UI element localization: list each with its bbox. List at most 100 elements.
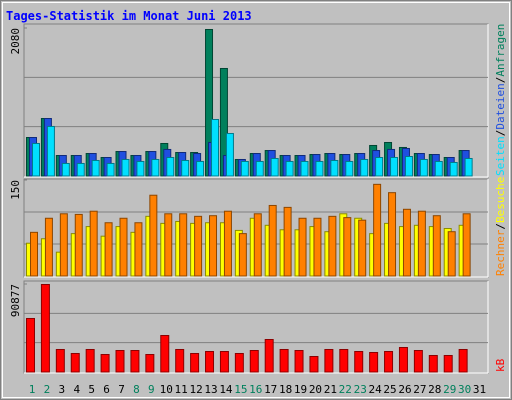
x-tick-label: 14	[219, 383, 233, 396]
bar	[270, 157, 279, 177]
x-tick-label: 27	[413, 383, 426, 396]
bar	[315, 160, 324, 177]
x-tick-label: 9	[148, 383, 155, 396]
bar	[283, 206, 292, 277]
bar	[298, 217, 307, 277]
bar	[309, 356, 319, 373]
chart-title: Tages-Statistik im Monat Juni 2013	[6, 9, 252, 23]
bar	[417, 210, 426, 277]
bar	[209, 215, 218, 277]
x-tick-label: 16	[249, 383, 262, 396]
x-tick-label: 19	[294, 383, 307, 396]
y-tick-label: 2080	[9, 28, 22, 55]
bar	[373, 183, 382, 277]
bar	[164, 213, 173, 277]
bar	[44, 217, 53, 277]
bar	[74, 213, 83, 277]
x-tick-label: 4	[73, 383, 80, 396]
bar	[375, 157, 384, 177]
x-tick-label: 18	[279, 383, 292, 396]
bar	[225, 133, 234, 177]
bar	[419, 158, 428, 177]
bar	[443, 354, 453, 373]
bar	[196, 160, 205, 177]
bar	[194, 215, 203, 277]
bar	[85, 348, 95, 373]
bar	[404, 156, 413, 177]
x-tick-label: 10	[160, 383, 173, 396]
legend-separator: /	[494, 223, 507, 230]
bar	[434, 160, 443, 177]
bar	[40, 284, 50, 373]
bar	[190, 352, 200, 373]
legend: kB	[494, 358, 507, 372]
x-tick-label: 6	[103, 383, 110, 396]
bar	[104, 222, 113, 277]
bar	[428, 354, 438, 373]
legend-entry: Dateien	[494, 83, 507, 129]
bar	[388, 192, 397, 277]
bar	[89, 210, 98, 277]
x-tick-label: 7	[118, 383, 125, 396]
bar	[398, 346, 408, 373]
bar	[151, 158, 160, 177]
bar	[223, 210, 232, 277]
bar	[70, 352, 80, 373]
bar	[61, 162, 70, 177]
bar	[345, 160, 354, 177]
bar	[343, 217, 352, 277]
bar	[447, 231, 456, 277]
x-tick-label: 20	[309, 383, 322, 396]
bar	[339, 348, 349, 373]
bar	[294, 349, 304, 373]
legend-entry: Anfragen	[494, 24, 507, 77]
x-tick-label: 13	[204, 383, 217, 396]
legend: Rechner/Besuche	[494, 177, 507, 276]
bar	[115, 349, 125, 373]
x-tick-label: 12	[189, 383, 202, 396]
bar	[240, 160, 249, 177]
bar	[324, 348, 334, 373]
legend-entry: kB	[494, 358, 507, 372]
x-tick-label: 1	[29, 383, 36, 396]
bar	[390, 157, 399, 177]
bar	[402, 208, 411, 277]
bar	[330, 159, 339, 177]
bar	[179, 213, 188, 277]
x-tick-label: 26	[398, 383, 411, 396]
bar	[360, 158, 369, 177]
x-tick-label: 5	[88, 383, 95, 396]
x-tick-label: 17	[264, 383, 277, 396]
bar	[59, 213, 68, 277]
bar	[205, 350, 215, 373]
legend-entry: Rechner	[494, 229, 507, 276]
bar	[121, 158, 130, 177]
x-tick-label: 8	[133, 383, 140, 396]
bar	[313, 217, 322, 277]
bar	[384, 350, 394, 373]
legend-entry: Seiten	[494, 136, 507, 176]
bar	[76, 162, 85, 177]
panel	[23, 23, 489, 178]
bar	[55, 348, 65, 373]
bar	[26, 317, 35, 373]
bar	[175, 348, 185, 373]
x-tick-label: 23	[354, 383, 367, 396]
bar	[145, 353, 155, 373]
legend-entry: Besuche	[494, 177, 507, 223]
bar	[30, 231, 38, 277]
bar	[32, 142, 40, 177]
bar	[462, 213, 471, 277]
bar	[354, 350, 364, 373]
bar	[413, 349, 423, 373]
bar	[458, 348, 468, 373]
bar	[119, 217, 128, 277]
x-tick-label: 25	[383, 383, 396, 396]
x-tick-label: 24	[369, 383, 383, 396]
bar	[432, 215, 441, 277]
bar	[181, 159, 190, 177]
y-tick-label: 150	[9, 180, 22, 200]
x-tick-label: 22	[339, 383, 352, 396]
y-tick-label: 90877	[9, 284, 22, 317]
